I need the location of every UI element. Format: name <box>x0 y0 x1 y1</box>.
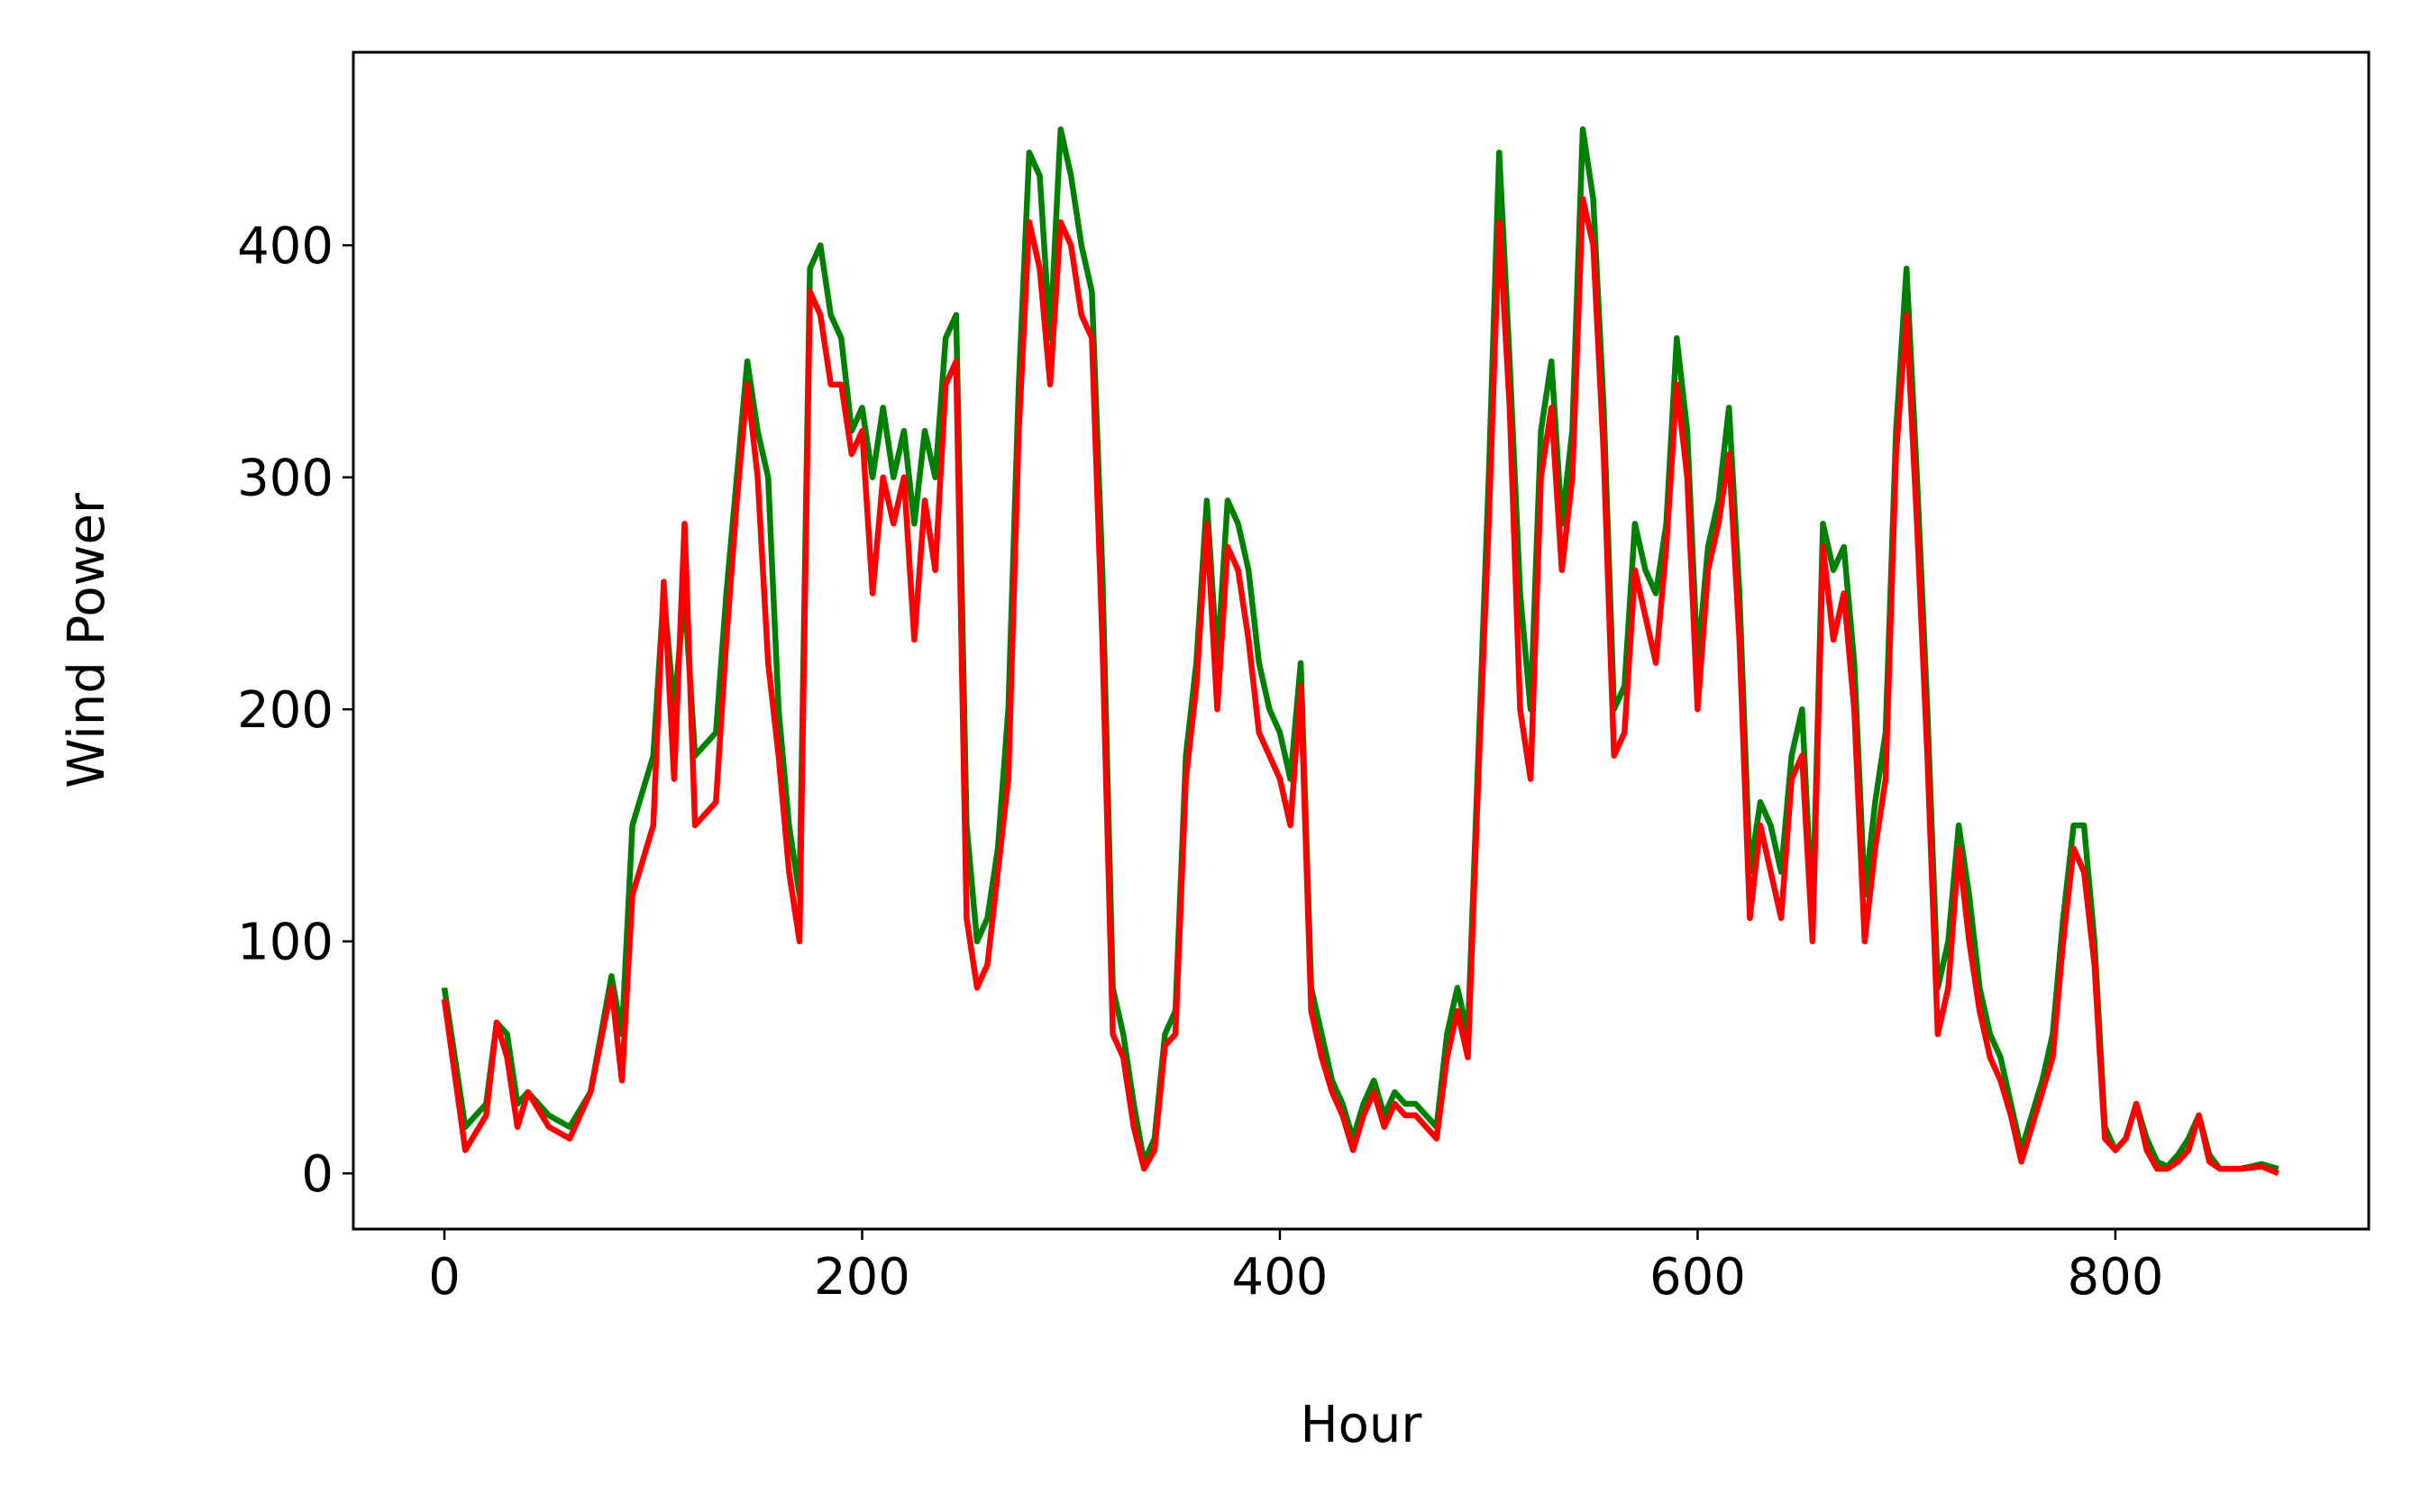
x-axis-label: Hour <box>1301 1396 1423 1454</box>
series-line <box>441 196 2279 1177</box>
x-tick-label: 400 <box>1232 1248 1329 1307</box>
x-tick-label: 600 <box>1649 1248 1746 1307</box>
y-tick-label: 300 <box>237 450 333 508</box>
y-tick-label: 0 <box>301 1145 333 1204</box>
y-tick-label: 100 <box>237 914 333 972</box>
y-tick-label: 400 <box>237 217 333 276</box>
series-line <box>441 126 2279 1172</box>
x-tick-label: 0 <box>428 1248 461 1307</box>
y-axis-label: Wind Power <box>58 492 116 788</box>
plot-frame <box>352 50 2371 1231</box>
x-tick-label: 200 <box>814 1248 910 1307</box>
x-tick-label: 800 <box>2067 1248 2163 1307</box>
y-tick-label: 200 <box>237 681 333 740</box>
